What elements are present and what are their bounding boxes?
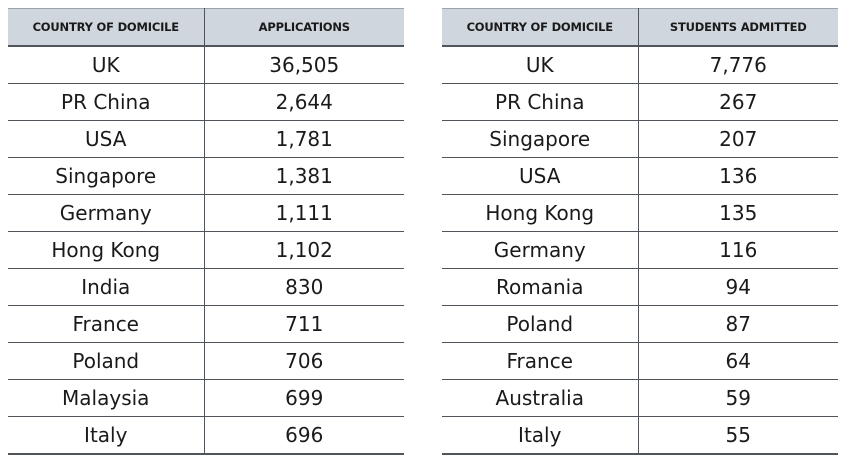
value-cell: 706 [204, 342, 404, 380]
country-cell: Hong Kong [8, 231, 205, 269]
table-row: USA 136 [442, 157, 838, 195]
header-row: COUNTRY OF DOMICILE STUDENTS ADMITTED [442, 8, 838, 47]
country-cell: UK [8, 46, 205, 84]
value-cell: 64 [638, 342, 838, 380]
table-row: Romania 94 [442, 268, 838, 306]
country-cell: Australia [442, 379, 639, 417]
table-row: Singapore 1,381 [8, 157, 404, 195]
country-header: COUNTRY OF DOMICILE [8, 8, 205, 47]
country-cell: Poland [8, 342, 205, 380]
value-cell: 830 [204, 268, 404, 306]
value-cell: 87 [638, 305, 838, 343]
country-header: COUNTRY OF DOMICILE [442, 8, 639, 47]
table-row: France 711 [8, 305, 404, 343]
table-row: Germany 1,111 [8, 194, 404, 232]
value-cell: 2,644 [204, 83, 404, 121]
table-row: Poland 706 [8, 342, 404, 380]
country-cell: Singapore [8, 157, 205, 195]
table-row: UK 36,505 [8, 46, 404, 84]
value-cell: 1,381 [204, 157, 404, 195]
table-row: France 64 [442, 342, 838, 380]
country-cell: Singapore [442, 120, 639, 158]
country-cell: India [8, 268, 205, 306]
value-cell: 116 [638, 231, 838, 269]
value-cell: 135 [638, 194, 838, 232]
country-cell: PR China [8, 83, 205, 121]
value-cell: 59 [638, 379, 838, 417]
country-cell: Malaysia [8, 379, 205, 417]
table-row: USA 1,781 [8, 120, 404, 158]
table-row: UK 7,776 [442, 46, 838, 84]
table-row: Hong Kong 1,102 [8, 231, 404, 269]
country-cell: Italy [442, 416, 639, 455]
value-cell: 1,111 [204, 194, 404, 232]
country-cell: USA [442, 157, 639, 195]
table-row: PR China 267 [442, 83, 838, 121]
value-cell: 55 [638, 416, 838, 455]
country-cell: Germany [442, 231, 639, 269]
country-cell: Germany [8, 194, 205, 232]
value-cell: 699 [204, 379, 404, 417]
students-admitted-table: COUNTRY OF DOMICILE STUDENTS ADMITTED UK… [442, 8, 838, 455]
country-cell: UK [442, 46, 639, 84]
applications-table: COUNTRY OF DOMICILE APPLICATIONS UK 36,50… [8, 8, 404, 455]
table-row: Italy 696 [8, 416, 404, 455]
table-row: Italy 55 [442, 416, 838, 455]
value-cell: 36,505 [204, 46, 404, 84]
value-cell: 1,781 [204, 120, 404, 158]
country-cell: Italy [8, 416, 205, 455]
table-row: Malaysia 699 [8, 379, 404, 417]
value-cell: 711 [204, 305, 404, 343]
table-row: PR China 2,644 [8, 83, 404, 121]
country-cell: Romania [442, 268, 639, 306]
country-cell: Poland [442, 305, 639, 343]
value-cell: 696 [204, 416, 404, 455]
value-cell: 267 [638, 83, 838, 121]
table-row: Poland 87 [442, 305, 838, 343]
country-cell: PR China [442, 83, 639, 121]
value-cell: 1,102 [204, 231, 404, 269]
value-cell: 207 [638, 120, 838, 158]
table-row: Hong Kong 135 [442, 194, 838, 232]
table-row: Singapore 207 [442, 120, 838, 158]
country-cell: USA [8, 120, 205, 158]
table-row: Australia 59 [442, 379, 838, 417]
country-cell: France [8, 305, 205, 343]
table-row: India 830 [8, 268, 404, 306]
applications-header: APPLICATIONS [204, 8, 404, 47]
table-row: Germany 116 [442, 231, 838, 269]
header-row: COUNTRY OF DOMICILE APPLICATIONS [8, 8, 404, 47]
value-cell: 136 [638, 157, 838, 195]
value-cell: 94 [638, 268, 838, 306]
country-cell: France [442, 342, 639, 380]
country-cell: Hong Kong [442, 194, 639, 232]
students-admitted-header: STUDENTS ADMITTED [638, 8, 838, 47]
value-cell: 7,776 [638, 46, 838, 84]
